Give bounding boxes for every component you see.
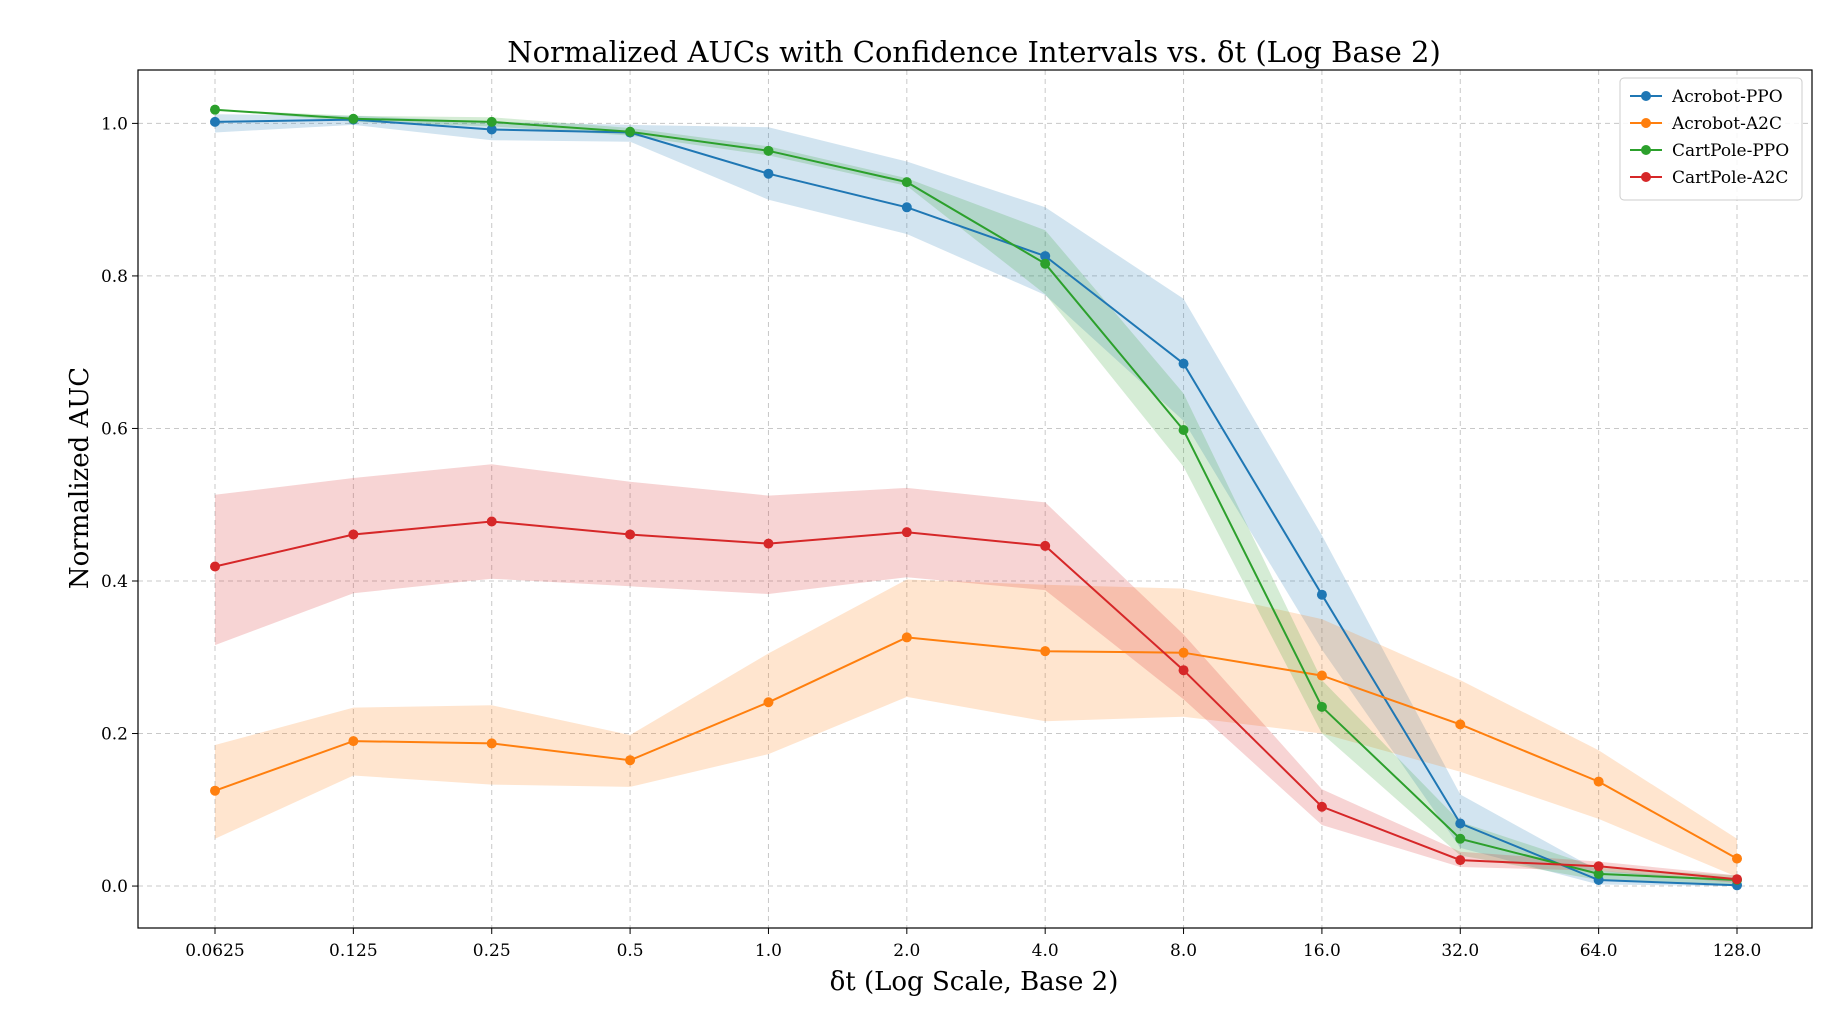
x-tick-label: 8.0 — [1170, 941, 1197, 961]
y-tick-label: 0.6 — [101, 419, 128, 439]
cartpole-a2c-confidence-band — [215, 464, 1737, 883]
y-tick-label: 0.4 — [101, 572, 128, 592]
x-tick-label: 0.25 — [473, 941, 511, 961]
cartpole-a2c-point — [486, 516, 497, 527]
acrobot-a2c-point — [1040, 646, 1051, 657]
grid — [138, 70, 1812, 928]
confidence-bands — [215, 109, 1737, 887]
legend-label-cartpole-a2c: CartPole-A2C — [1672, 168, 1788, 188]
acrobot-a2c-point — [1455, 719, 1466, 730]
legend-label-acrobot-a2c: Acrobot-A2C — [1671, 114, 1782, 134]
y-tick-label: 1.0 — [101, 114, 128, 134]
cartpole-a2c-point — [1732, 874, 1742, 885]
acrobot-ppo-line — [214, 118, 1738, 887]
acrobot-ppo-point — [1455, 818, 1466, 829]
series-lines — [214, 108, 1738, 887]
legend-label-acrobot-ppo: Acrobot-PPO — [1671, 87, 1783, 107]
acrobot-a2c-point — [348, 736, 359, 747]
x-tick-label: 128.0 — [1713, 941, 1762, 961]
acrobot-ppo-point — [901, 202, 912, 213]
acrobot-ppo-confidence-band — [215, 114, 1737, 887]
acrobot-a2c-point — [1316, 670, 1327, 681]
cartpole-a2c-point — [901, 527, 912, 538]
acrobot-a2c-point — [486, 738, 497, 749]
cartpole-ppo-point — [1178, 424, 1189, 435]
chart-title: Normalized AUCs with Confidence Interval… — [507, 35, 1441, 69]
acrobot-ppo-point — [1178, 358, 1189, 369]
cartpole-ppo-point — [625, 126, 636, 137]
acrobot-ppo-point — [1040, 251, 1051, 262]
cartpole-a2c-point — [763, 538, 774, 549]
acrobot-ppo-point — [763, 168, 774, 179]
acrobot-a2c-confidence-band — [215, 579, 1737, 877]
legend-marker-cartpole-a2c — [1641, 172, 1651, 182]
legend-marker-cartpole-ppo — [1641, 145, 1651, 155]
legend-label-cartpole-ppo: CartPole-PPO — [1672, 141, 1789, 161]
x-tick-label: 1.0 — [755, 941, 782, 961]
acrobot-a2c-point — [901, 632, 912, 643]
cartpole-ppo-point — [763, 145, 774, 156]
x-tick-label: 16.0 — [1303, 941, 1341, 961]
cartpole-ppo-point — [1040, 258, 1051, 269]
cartpole-a2c-line — [214, 520, 1738, 881]
legend-marker-acrobot-ppo — [1641, 91, 1651, 101]
cartpole-ppo-point — [1593, 868, 1604, 879]
cartpole-ppo-line — [214, 108, 1738, 881]
cartpole-a2c-point — [210, 561, 220, 572]
x-tick-label: 4.0 — [1032, 941, 1059, 961]
cartpole-a2c-point — [1316, 801, 1327, 812]
legend-marker-acrobot-a2c — [1641, 118, 1651, 128]
acrobot-ppo-point — [210, 116, 220, 127]
x-tick-label: 0.5 — [617, 941, 644, 961]
cartpole-ppo-point — [1455, 833, 1466, 844]
cartpole-a2c-point — [625, 529, 636, 540]
y-tick-label: 0.2 — [101, 725, 128, 745]
legend-box — [1619, 77, 1803, 201]
acrobot-a2c-point — [625, 755, 636, 766]
y-tick-label: 0.0 — [101, 877, 128, 897]
x-tick-label: 64.0 — [1580, 941, 1618, 961]
acrobot-a2c-point — [1593, 776, 1604, 787]
x-tick-label: 0.125 — [329, 941, 378, 961]
cartpole-a2c-point — [1178, 665, 1189, 676]
axis-ticks: 0.0625 0.125 0.25 0.5 1.0 2.0 4.0 8.0 16.0 32.0 64… — [101, 114, 1761, 961]
x-tick-label: 2.0 — [893, 941, 920, 961]
cartpole-ppo-point — [1316, 701, 1327, 712]
x-axis-label: δt (Log Scale, Base 2) — [830, 967, 1119, 997]
y-tick-label: 0.8 — [101, 267, 128, 287]
x-tick-label: 32.0 — [1441, 941, 1479, 961]
cartpole-a2c-point — [1593, 861, 1604, 872]
acrobot-a2c-point — [1178, 647, 1189, 658]
cartpole-ppo-point — [348, 113, 359, 124]
y-axis-label: Normalized AUC — [65, 367, 95, 589]
acrobot-a2c-line — [214, 636, 1738, 860]
acrobot-ppo-point — [1316, 589, 1327, 600]
cartpole-a2c-point — [1040, 540, 1051, 551]
acrobot-a2c-point — [1732, 853, 1742, 864]
acrobot-ppo-point — [486, 124, 497, 135]
series-points — [210, 104, 1742, 891]
cartpole-a2c-point — [348, 529, 359, 540]
acrobot-a2c-point — [210, 785, 220, 796]
cartpole-ppo-point — [901, 177, 912, 188]
x-tick-label: 0.0625 — [185, 941, 244, 961]
acrobot-a2c-point — [763, 697, 774, 708]
cartpole-ppo-point — [210, 104, 220, 115]
cartpole-ppo-point — [486, 116, 497, 127]
plot-area — [137, 69, 1813, 929]
legend: Acrobot-PPO Acrobot-A2C CartPole-PPO CartPo… — [1619, 77, 1803, 201]
cartpole-a2c-point — [1455, 855, 1466, 866]
